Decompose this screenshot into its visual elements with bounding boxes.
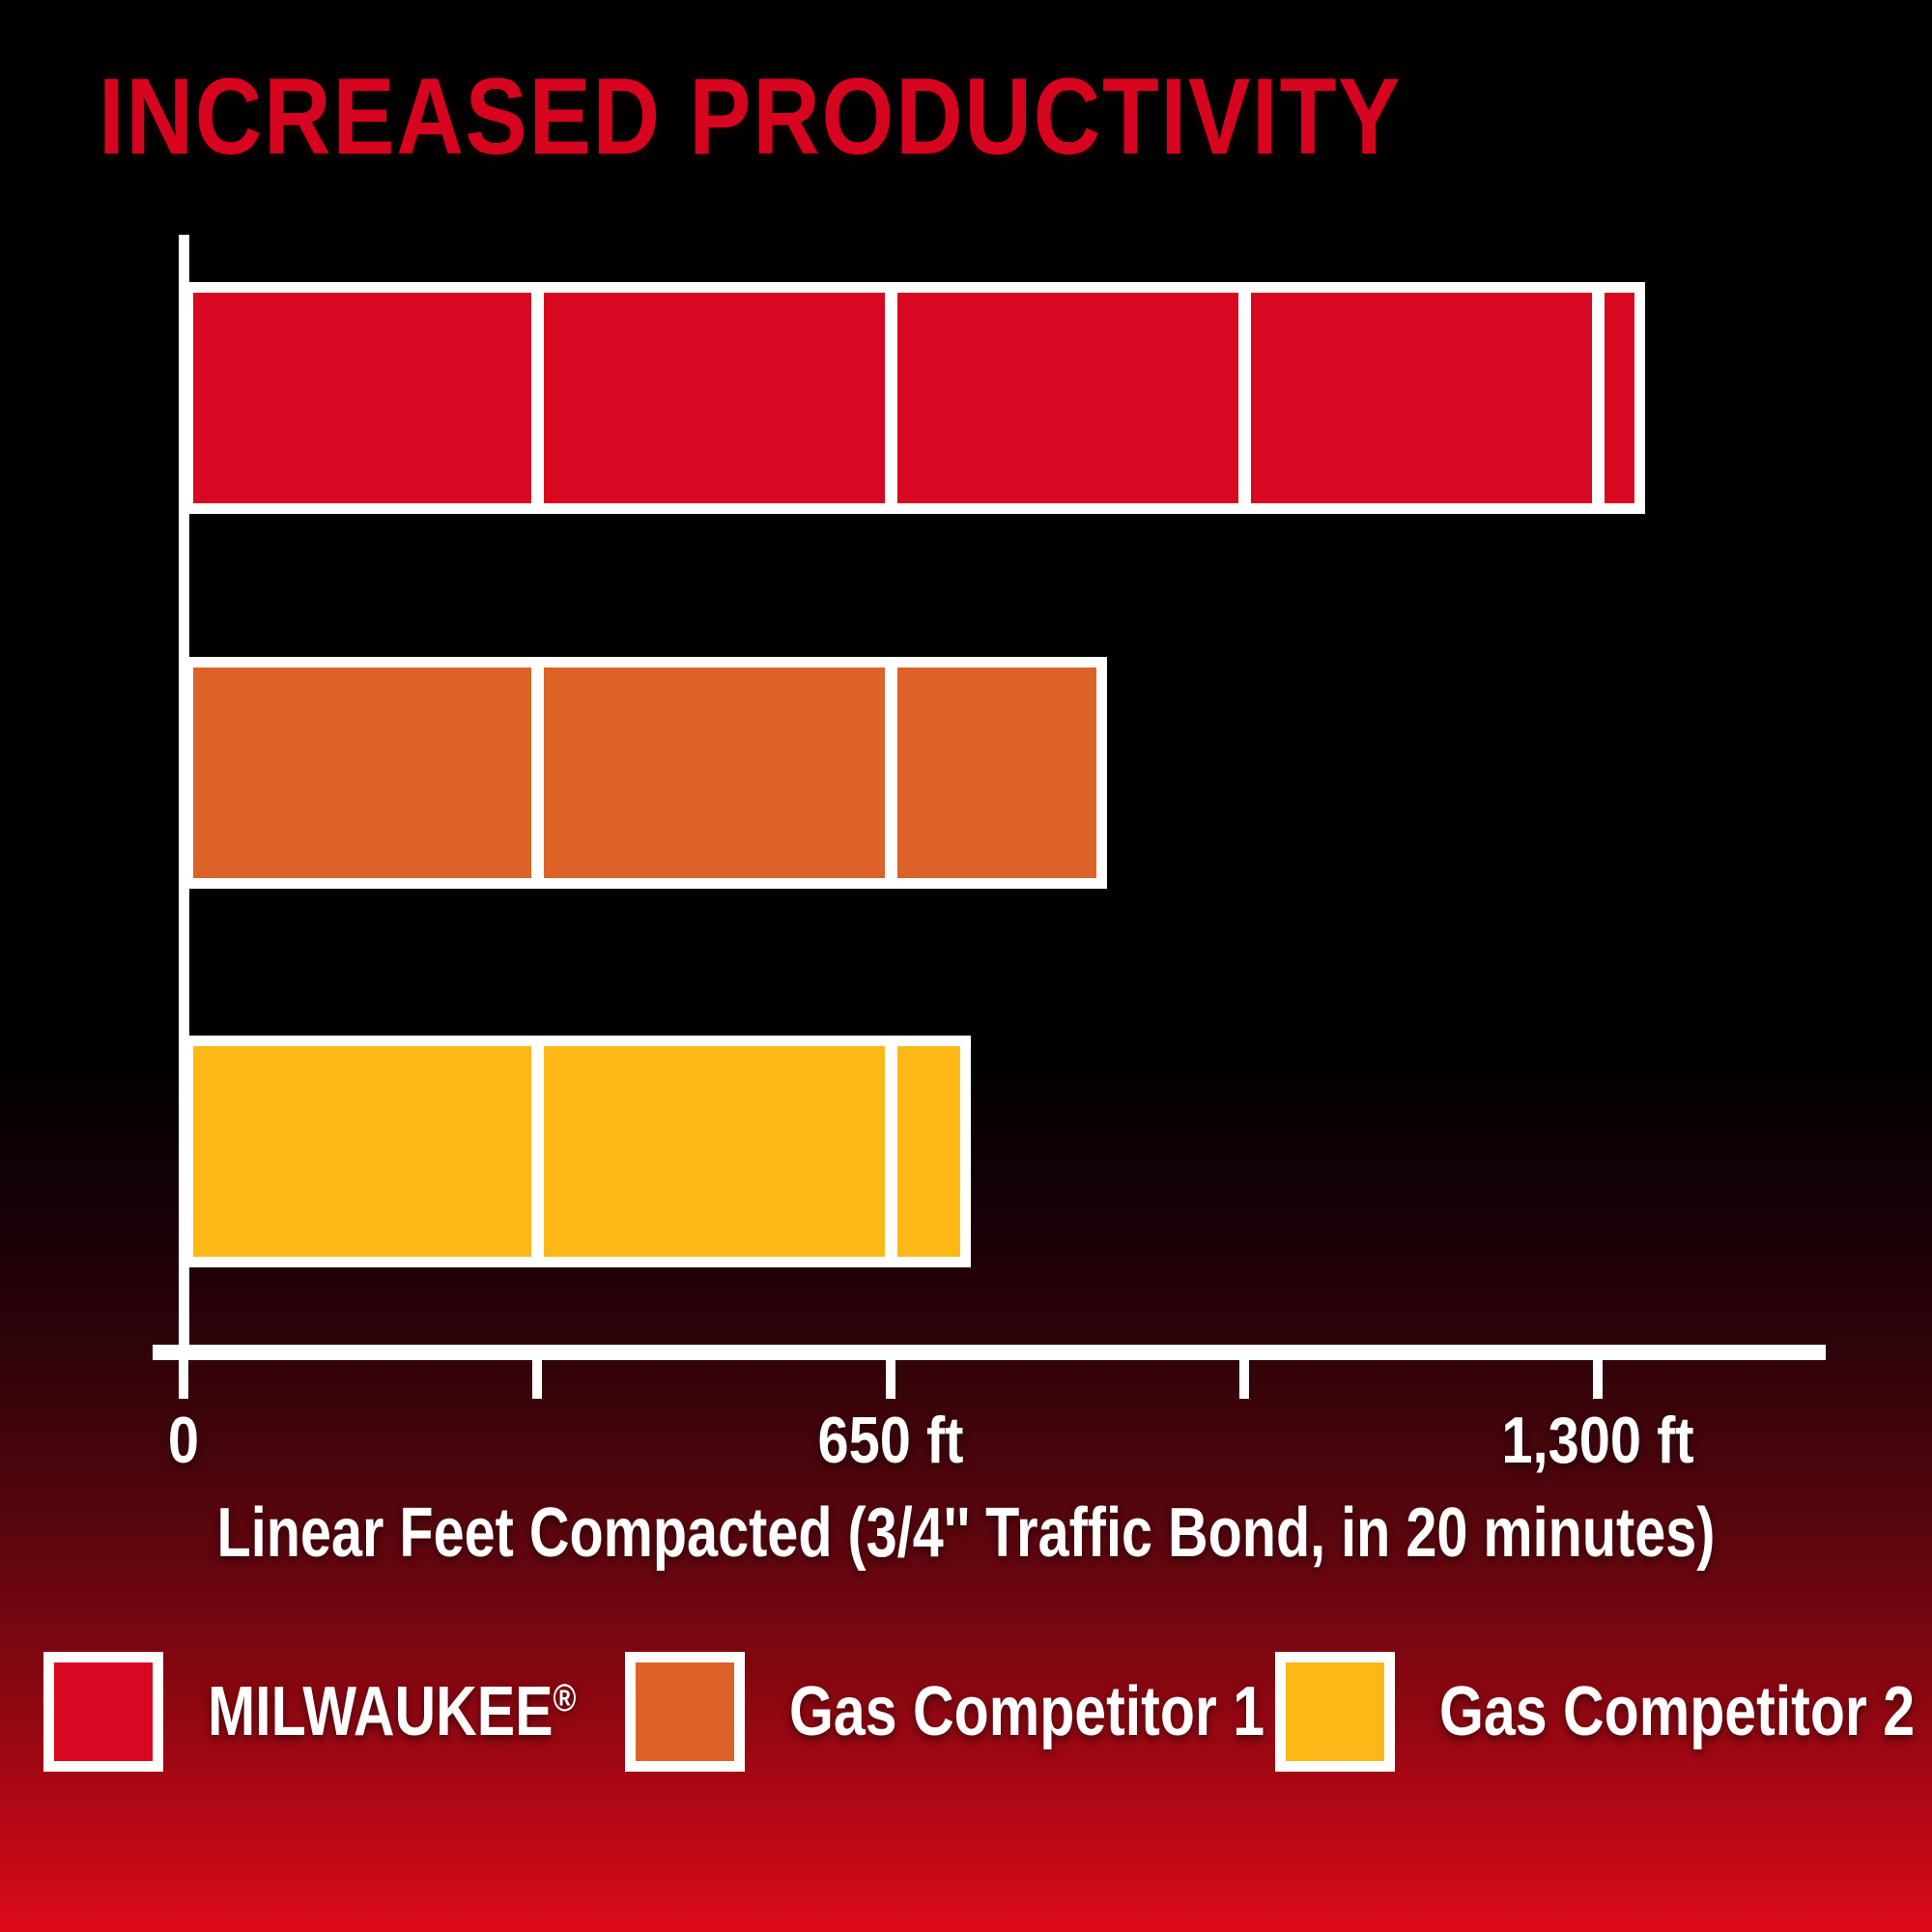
- bar-gridline: [530, 293, 544, 503]
- legend-item-gas-competitor-2: Gas Competitor 2: [1275, 1652, 1932, 1772]
- legend-swatch: [43, 1652, 163, 1772]
- legend-swatch: [1275, 1652, 1395, 1772]
- legend-swatch: [625, 1652, 745, 1772]
- bar-gridline: [1591, 293, 1605, 503]
- x-tick-mark: [1239, 1360, 1249, 1399]
- chart-title: INCREASED PRODUCTIVITY: [99, 56, 1402, 177]
- bar-gridline: [530, 668, 544, 878]
- legend-item-gas-competitor-1: Gas Competitor 1: [625, 1652, 1369, 1772]
- x-tick-label: 0: [167, 1404, 200, 1477]
- bar-gridline: [884, 668, 897, 878]
- legend-label: Gas Competitor 2: [1439, 1673, 1916, 1750]
- bar-gas-competitor-1: [183, 657, 1107, 889]
- bar-gridline: [1237, 293, 1251, 503]
- x-axis-label: Linear Feet Compacted (3/4'' Traffic Bon…: [216, 1494, 1716, 1572]
- x-tick-mark: [886, 1360, 895, 1399]
- bar-gas-competitor-2: [183, 1036, 971, 1267]
- bar-gridline: [884, 293, 897, 503]
- bar-gridline: [530, 1046, 544, 1257]
- x-tick-label: 650 ft: [817, 1404, 964, 1477]
- x-tick-mark: [179, 1360, 188, 1399]
- bar-milwaukee: [183, 282, 1646, 514]
- legend-label: MILWAUKEE®: [208, 1673, 577, 1750]
- x-tick-label: 1,300 ft: [1501, 1404, 1694, 1477]
- bar-gridline: [884, 1046, 897, 1257]
- legend-label: Gas Competitor 1: [789, 1673, 1265, 1750]
- x-tick-mark: [1593, 1360, 1603, 1399]
- x-tick-mark: [532, 1360, 542, 1399]
- x-axis-line: [153, 1345, 1826, 1360]
- legend-item-milwaukee: MILWAUKEE®: [43, 1652, 657, 1772]
